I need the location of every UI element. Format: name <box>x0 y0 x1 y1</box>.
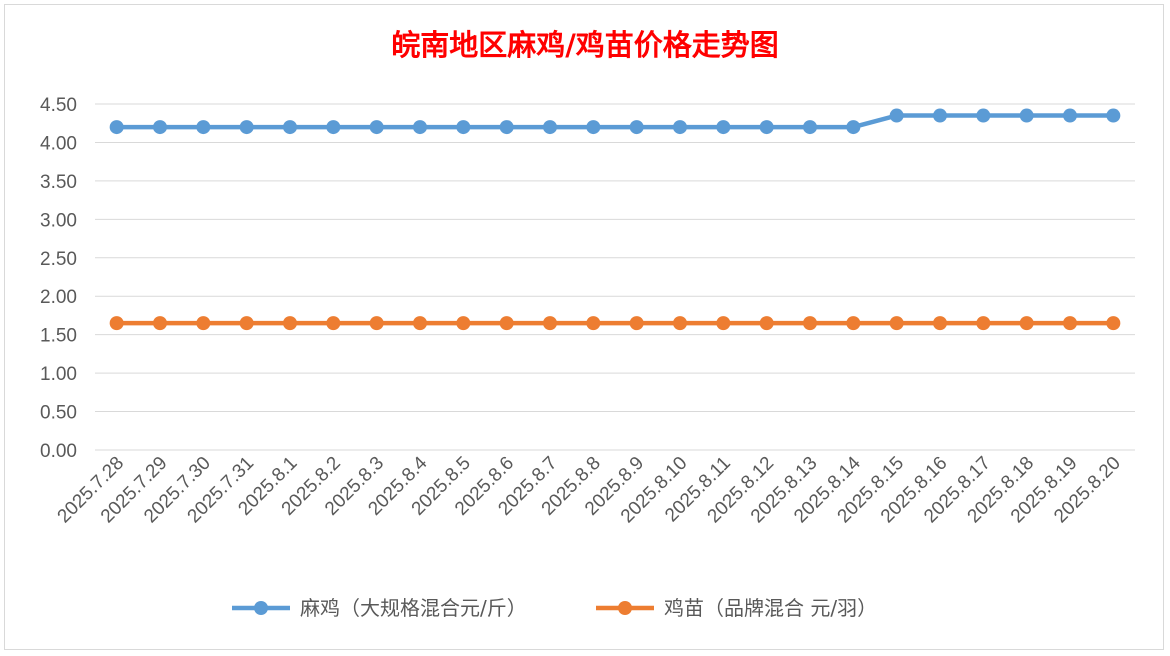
data-point[interactable] <box>326 120 341 135</box>
data-point[interactable] <box>153 120 167 135</box>
data-point[interactable] <box>1063 108 1077 123</box>
data-point[interactable] <box>1019 108 1034 123</box>
y-tick-label: 2.50 <box>40 249 77 270</box>
data-point[interactable] <box>283 316 297 331</box>
data-point[interactable] <box>586 316 601 331</box>
legend: 麻鸡（大规格混合元/斤） 鸡苗（品牌混合 元/羽） <box>232 596 877 620</box>
y-tick-label: 0.00 <box>40 441 77 462</box>
data-point[interactable] <box>413 120 427 135</box>
y-tick-label: 0.50 <box>40 403 77 424</box>
data-point[interactable] <box>499 120 514 135</box>
data-point[interactable] <box>413 316 427 331</box>
y-tick-label: 1.50 <box>40 326 77 347</box>
chart-area <box>4 4 1164 650</box>
series-line <box>116 113 1114 130</box>
data-point[interactable] <box>629 316 644 331</box>
data-point[interactable] <box>673 120 687 135</box>
legend-label: 麻鸡（大规格混合元/斤） <box>300 596 527 620</box>
data-point[interactable] <box>759 316 774 331</box>
data-point[interactable] <box>716 316 731 331</box>
data-point[interactable] <box>196 120 211 135</box>
data-point[interactable] <box>109 316 124 331</box>
series-2 <box>109 316 1121 331</box>
data-point[interactable] <box>456 120 471 135</box>
data-point[interactable] <box>846 316 861 331</box>
y-tick-label: 2.00 <box>40 287 77 308</box>
data-point[interactable] <box>933 316 947 331</box>
legend-item: 鸡苗（品牌混合 元/羽） <box>596 596 877 620</box>
data-point[interactable] <box>369 316 384 331</box>
data-point[interactable] <box>456 316 471 331</box>
data-point[interactable] <box>889 316 904 331</box>
data-point[interactable] <box>716 120 731 135</box>
data-point[interactable] <box>1106 316 1121 331</box>
data-point[interactable] <box>239 120 254 135</box>
y-axis-ticks: 0.00 0.50 1.00 1.50 2.00 2.50 3.00 3.50 4.00 4.50 <box>40 95 77 462</box>
data-point[interactable] <box>543 316 557 331</box>
data-point[interactable] <box>1063 316 1077 331</box>
data-point[interactable] <box>976 108 991 123</box>
data-point[interactable] <box>629 120 644 135</box>
gridlines <box>95 103 1135 451</box>
chart-title: 皖南地区麻鸡/鸡苗价格走势图 <box>391 28 779 62</box>
data-point[interactable] <box>326 316 341 331</box>
data-point[interactable] <box>586 120 601 135</box>
data-point[interactable] <box>543 120 557 135</box>
data-point[interactable] <box>673 316 687 331</box>
legend-item: 麻鸡（大规格混合元/斤） <box>232 596 527 620</box>
series-1 <box>109 108 1121 135</box>
data-point[interactable] <box>933 108 947 123</box>
data-point[interactable] <box>1019 316 1034 331</box>
data-point[interactable] <box>499 316 514 331</box>
data-point[interactable] <box>109 120 124 135</box>
y-tick-label: 3.50 <box>40 172 77 193</box>
data-point[interactable] <box>846 120 861 135</box>
legend-marker <box>618 601 632 615</box>
data-point[interactable] <box>889 108 904 123</box>
data-point[interactable] <box>976 316 991 331</box>
data-point[interactable] <box>239 316 254 331</box>
y-tick-label: 1.00 <box>40 364 77 385</box>
data-point[interactable] <box>369 120 384 135</box>
legend-label: 鸡苗（品牌混合 元/羽） <box>664 596 877 620</box>
y-tick-label: 4.00 <box>40 133 77 154</box>
data-point[interactable] <box>759 120 774 135</box>
y-tick-label: 4.50 <box>40 95 77 116</box>
data-point[interactable] <box>803 120 817 135</box>
legend-marker <box>254 601 268 615</box>
data-point[interactable] <box>196 316 211 331</box>
data-point[interactable] <box>283 120 297 135</box>
data-point[interactable] <box>1106 108 1121 123</box>
y-tick-label: 3.00 <box>40 210 77 231</box>
x-axis-ticks: 2025.7.282025.7.292025.7.302025.7.312025… <box>54 452 1125 527</box>
series-layer <box>109 108 1121 331</box>
data-point[interactable] <box>803 316 817 331</box>
data-point[interactable] <box>153 316 167 331</box>
